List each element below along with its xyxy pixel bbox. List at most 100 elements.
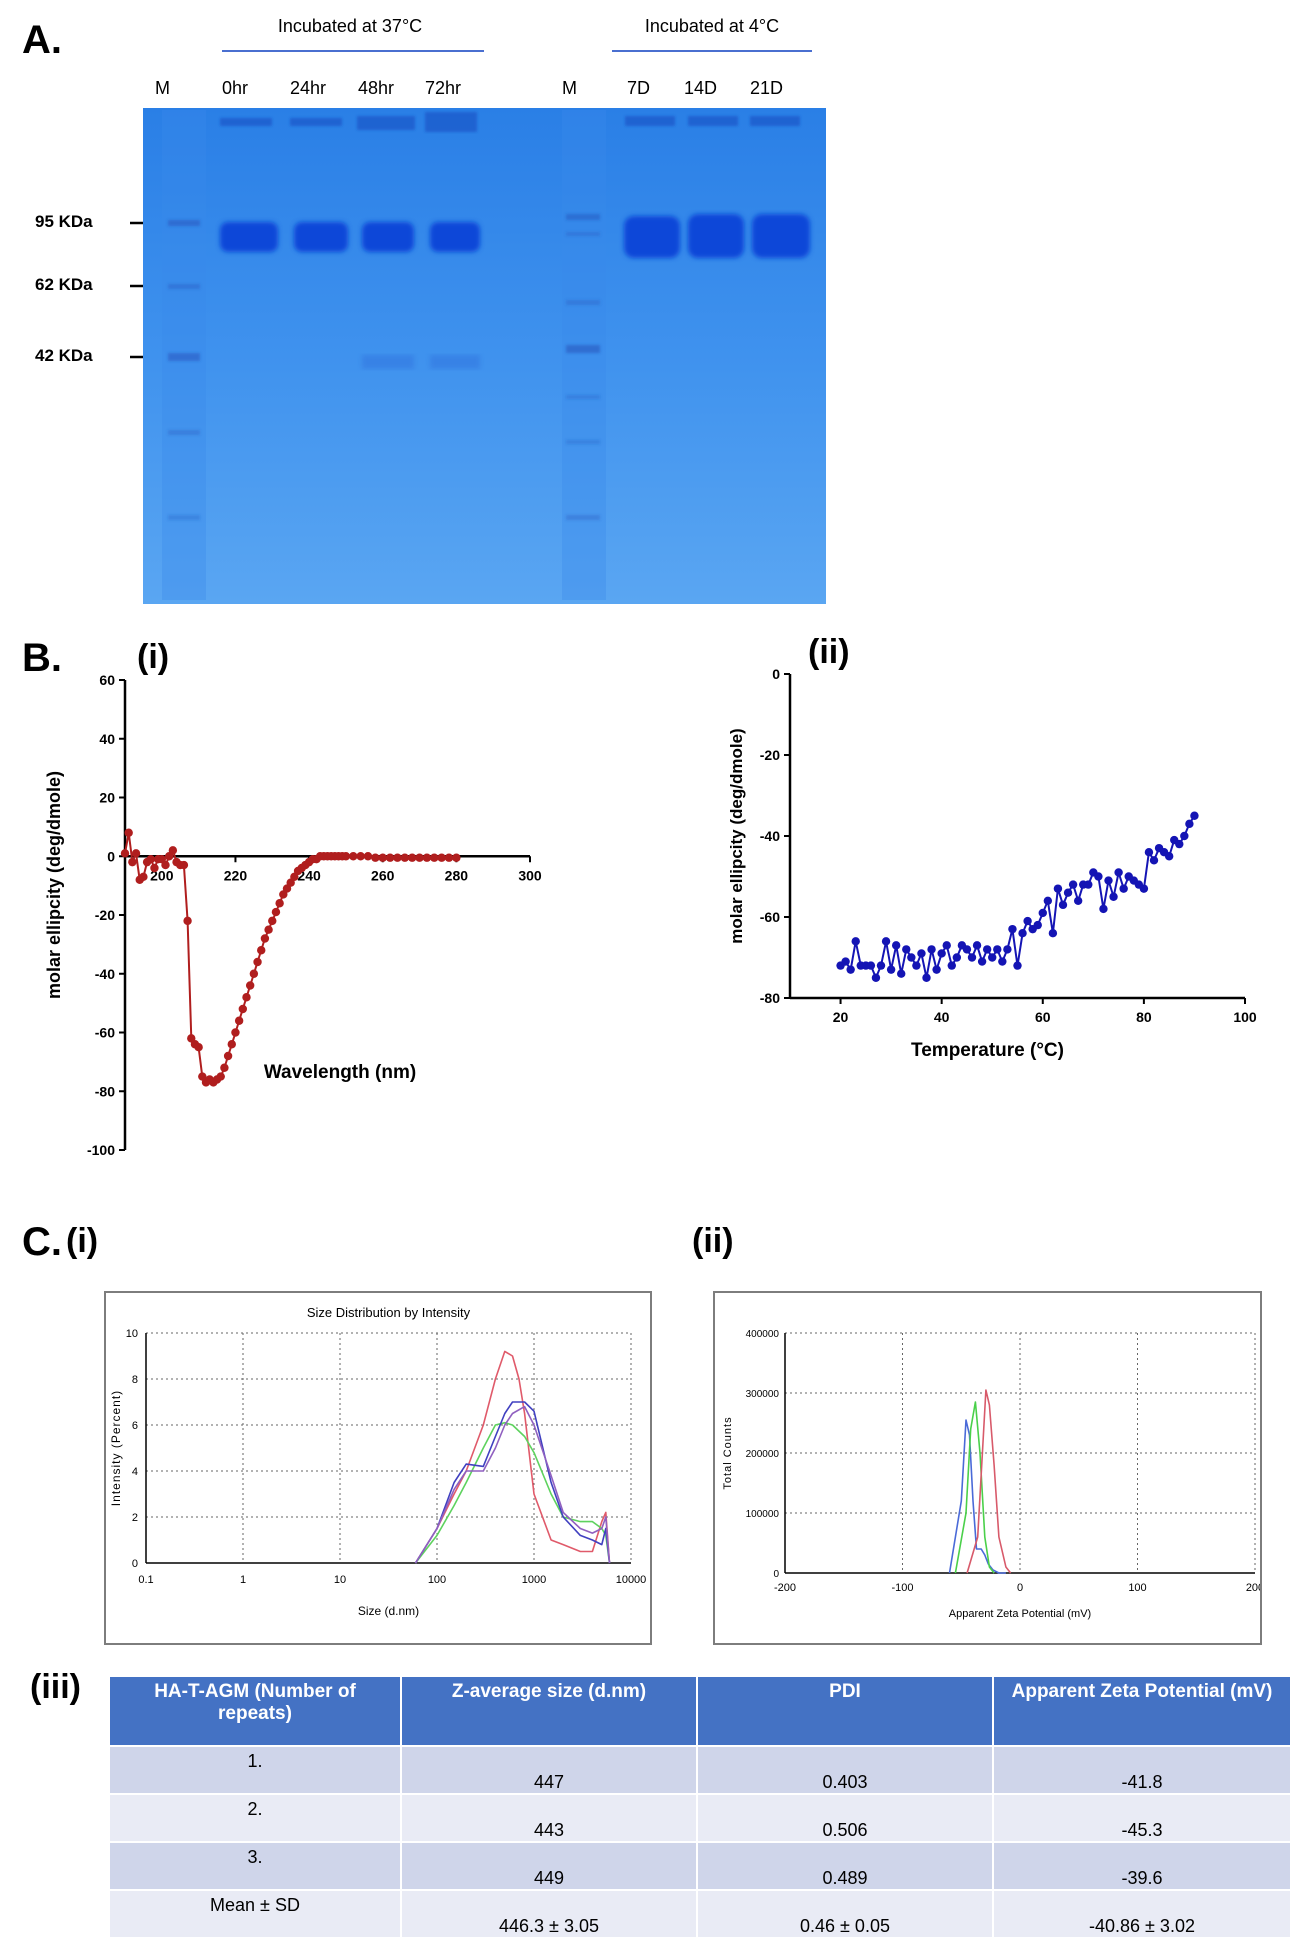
data-point (268, 916, 277, 926)
x-tick-label: 10 (334, 1574, 346, 1586)
data-point (120, 849, 130, 858)
x-tick-label: 220 (224, 867, 248, 883)
table-header-cell: PDI (696, 1675, 994, 1747)
data-point (851, 937, 860, 946)
data-point (216, 1072, 225, 1081)
table-cell: -41.8 (992, 1745, 1292, 1795)
panel-b-label: B. (22, 636, 62, 680)
data-point (430, 853, 439, 862)
data-point (1023, 916, 1032, 926)
x-axis-title: Wavelength (nm) (264, 1062, 416, 1083)
table-header-cell: HA-T-AGM (Number of repeats) (108, 1675, 402, 1747)
lane-label: 7D (627, 78, 651, 98)
data-point (1180, 831, 1189, 841)
y-tick-label: 0 (772, 666, 780, 682)
data-point (238, 1004, 248, 1014)
thermal-melt-chart: -80 -60 -40 -20 0 20 40 60 80 100 Temperature (°C)… (727, 666, 1257, 1061)
data-point (947, 961, 956, 970)
table-cell: 0.489 (696, 1841, 994, 1891)
data-point (846, 965, 855, 974)
data-point (128, 857, 137, 867)
x-tick-label: 80 (1136, 1009, 1152, 1025)
gel-wells (220, 112, 800, 132)
data-point (881, 937, 891, 946)
data-point (341, 852, 351, 861)
data-point (1038, 908, 1047, 918)
data-point (907, 953, 916, 962)
data-point (260, 934, 270, 943)
data-point (194, 1042, 203, 1052)
table-header-row: HA-T-AGM (Number of repeats) Z-average s… (108, 1675, 1292, 1747)
data-point (993, 945, 1002, 954)
x-tick-label: 1000 (522, 1574, 546, 1586)
data-point (1063, 888, 1073, 897)
data-point (220, 1063, 229, 1072)
data-point (1013, 961, 1022, 970)
data-point (841, 957, 850, 966)
data-point (897, 969, 906, 978)
data-point (139, 872, 148, 882)
dls-summary-table: HA-T-AGM (Number of repeats) Z-average s… (108, 1675, 1292, 1939)
lane-label: 0hr (222, 78, 249, 98)
series-line-red (966, 1389, 1012, 1574)
data-point (275, 899, 284, 908)
x-tick-label: 0.1 (138, 1574, 153, 1586)
panel-c-i-label: (i) (66, 1222, 99, 1260)
zeta-chart: -200 -100 0 100 200 0 100000 200000 300000 400000… (722, 1329, 1264, 1620)
data-point (264, 925, 273, 934)
data-point (407, 853, 417, 862)
data-point (977, 957, 987, 966)
data-point (385, 853, 395, 862)
data-point (245, 981, 255, 990)
y-tick-label: 20 (99, 790, 115, 806)
y-tick-label: 2 (132, 1512, 138, 1524)
data-point (437, 853, 446, 862)
y-tick-label: -20 (95, 907, 115, 923)
marker-label-62: 62 KDa (35, 275, 93, 294)
series-line-red (414, 1350, 611, 1564)
y-tick-label: 300000 (746, 1389, 780, 1400)
data-point (1114, 868, 1123, 877)
lane-label: 21D (750, 78, 784, 98)
data-point (1073, 896, 1083, 905)
data-point (1175, 839, 1184, 849)
lane-label: 48hr (358, 78, 395, 98)
x-axis-title: Temperature (°C) (911, 1040, 1064, 1061)
group-4c-title: Incubated at 4°C (644, 16, 780, 36)
x-tick-label: -100 (891, 1582, 913, 1594)
x-tick-label: 260 (371, 867, 395, 883)
x-tick-label: 0 (1017, 1582, 1023, 1594)
data-point (234, 1016, 244, 1025)
series-line (839, 815, 1196, 981)
table-cell: 1. (108, 1745, 402, 1795)
panel-c-ii-label: (ii) (692, 1222, 734, 1260)
data-point (223, 1051, 233, 1061)
y-tick-label: -80 (95, 1083, 115, 1099)
y-tick-label: -80 (760, 990, 780, 1006)
data-point (422, 853, 432, 862)
y-tick-label: -100 (87, 1142, 115, 1158)
data-point (257, 946, 266, 955)
x-tick-label: -200 (774, 1582, 796, 1594)
data-point (1185, 819, 1194, 829)
lane-label: 24hr (290, 78, 327, 98)
data-point (253, 957, 262, 967)
y-tick-label: 100000 (746, 1509, 780, 1520)
data-point (231, 1028, 240, 1037)
data-point (415, 853, 424, 862)
lane-label: M (155, 78, 170, 98)
data-point (146, 854, 155, 864)
lane-label: M (562, 78, 577, 98)
data-point (227, 1040, 236, 1049)
data-point (927, 945, 936, 954)
data-point (952, 953, 962, 962)
data-point (131, 849, 141, 858)
data-point (988, 953, 997, 962)
chart-title: Size Distribution by Intensity (307, 1305, 471, 1320)
table-row: 2. 443 0.506 -45.3 (108, 1793, 1292, 1843)
series-line-blue (414, 1401, 611, 1564)
data-point (917, 949, 926, 958)
y-axis-title: molar ellipcity (deg/dmole) (44, 771, 64, 999)
